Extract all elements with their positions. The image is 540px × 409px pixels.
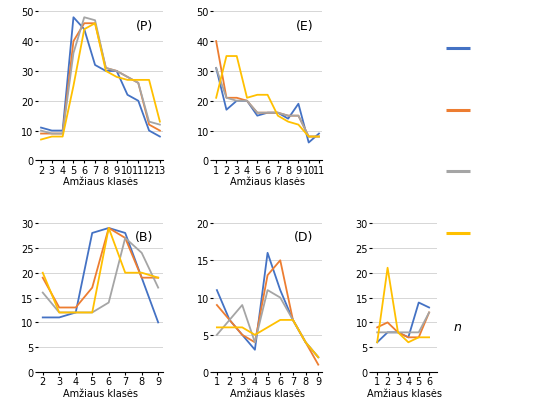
Text: n: n [454, 321, 462, 334]
X-axis label: Amžiaus klasės: Amžiaus klasės [63, 177, 138, 187]
Text: (P): (P) [136, 20, 153, 33]
Text: (B): (B) [134, 231, 153, 244]
X-axis label: Amžiaus klasės: Amžiaus klasės [230, 177, 305, 187]
X-axis label: Amžiaus klasės: Amžiaus klasės [63, 388, 138, 398]
Text: (E): (E) [296, 20, 313, 33]
X-axis label: Amžiaus klasės: Amžiaus klasės [367, 388, 442, 398]
X-axis label: Amžiaus klasės: Amžiaus klasės [230, 388, 305, 398]
Text: (D): (D) [294, 231, 313, 244]
